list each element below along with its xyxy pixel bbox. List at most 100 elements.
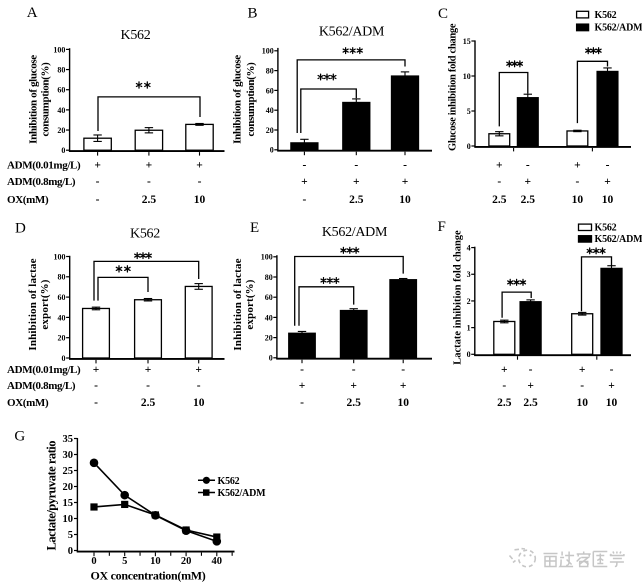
svg-text:-: - [352, 364, 356, 376]
svg-text:15: 15 [63, 498, 74, 509]
svg-text:2.5: 2.5 [349, 194, 364, 206]
svg-text:80: 80 [265, 273, 273, 282]
svg-text:-: - [497, 176, 501, 188]
svg-text:0: 0 [68, 546, 73, 557]
svg-text:-: - [302, 160, 306, 172]
svg-text:10: 10 [576, 397, 588, 409]
svg-text:export(%): export(%) [244, 279, 256, 329]
svg-text:-: - [300, 364, 304, 376]
svg-text:consumption(%): consumption(%) [40, 62, 52, 137]
svg-text:consumption(%): consumption(%) [245, 62, 257, 137]
svg-text:10: 10 [193, 397, 205, 409]
svg-text:+: + [146, 160, 153, 172]
svg-text:15: 15 [463, 37, 471, 46]
svg-text:Lactate/pyruvate ratio: Lactate/pyruvate ratio [44, 441, 58, 551]
svg-text:0: 0 [62, 354, 66, 363]
svg-text:D: D [15, 221, 26, 237]
svg-text:10: 10 [399, 194, 411, 206]
svg-text:+: + [501, 364, 508, 376]
svg-text:ADM(0.8mg/L): ADM(0.8mg/L) [7, 176, 76, 188]
svg-text:K562: K562 [595, 223, 617, 234]
svg-text:-: - [575, 176, 579, 188]
svg-text:K562: K562 [218, 476, 240, 487]
svg-text:-: - [147, 176, 151, 188]
svg-text:+: + [574, 160, 581, 172]
svg-text:60: 60 [266, 86, 274, 95]
svg-text:K562/ADM: K562/ADM [218, 488, 267, 499]
svg-text:Inhibition of glucose: Inhibition of glucose [28, 55, 40, 144]
svg-text:A: A [27, 5, 38, 21]
svg-text:10: 10 [606, 397, 618, 409]
svg-text:2.5: 2.5 [521, 194, 536, 206]
svg-text:ADM(0.8mg/L): ADM(0.8mg/L) [7, 380, 76, 392]
svg-text:-: - [146, 380, 150, 392]
svg-text:Inhibition of lactae: Inhibition of lactae [27, 258, 39, 350]
svg-text:20: 20 [266, 126, 274, 135]
svg-text:+: + [350, 380, 357, 392]
svg-text:+: + [527, 380, 534, 392]
svg-text:+: + [604, 176, 611, 188]
svg-text:Lactate inhibition fold change: Lactate inhibition fold change [453, 230, 464, 365]
svg-text:100: 100 [53, 45, 65, 54]
svg-text:80: 80 [57, 65, 65, 74]
svg-text:0: 0 [269, 354, 273, 363]
svg-text:80: 80 [266, 67, 274, 76]
svg-text:-: - [96, 194, 100, 206]
svg-text:-: - [96, 176, 100, 188]
svg-text:10: 10 [463, 72, 471, 81]
svg-text:B: B [248, 6, 258, 22]
svg-text:F: F [438, 219, 446, 235]
svg-text:-: - [302, 194, 306, 206]
svg-text:1: 1 [467, 324, 471, 333]
svg-text:K562/ADM: K562/ADM [595, 23, 642, 34]
svg-text:2.5: 2.5 [523, 397, 538, 409]
svg-text:+: + [195, 364, 202, 376]
svg-text:20: 20 [265, 334, 273, 343]
svg-text:K562: K562 [121, 28, 151, 43]
svg-text:40: 40 [265, 313, 273, 322]
svg-text:2.5: 2.5 [141, 397, 156, 409]
svg-text:60: 60 [265, 293, 273, 302]
svg-text:2.5: 2.5 [347, 397, 362, 409]
svg-text:+: + [496, 160, 503, 172]
svg-text:0: 0 [467, 350, 471, 359]
svg-text:5: 5 [467, 107, 471, 116]
svg-text:60: 60 [58, 293, 66, 302]
svg-text:10: 10 [602, 194, 614, 206]
svg-text:-: - [610, 364, 614, 376]
svg-text:40: 40 [57, 106, 65, 115]
svg-text:5: 5 [122, 556, 127, 567]
svg-text:K562/ADM: K562/ADM [322, 225, 388, 240]
svg-text:100: 100 [262, 47, 274, 56]
svg-text:+: + [400, 380, 407, 392]
svg-text:E: E [250, 220, 259, 236]
svg-text:20: 20 [58, 334, 66, 343]
svg-text:40: 40 [266, 106, 274, 115]
svg-text:K562: K562 [595, 10, 617, 21]
svg-text:-: - [529, 364, 533, 376]
svg-text:-: - [300, 397, 304, 409]
svg-text:-: - [526, 160, 530, 172]
svg-text:Inhibition of lactae: Inhibition of lactae [232, 258, 244, 350]
svg-text:2.5: 2.5 [492, 194, 507, 206]
svg-text:20: 20 [181, 556, 192, 567]
svg-text:ADM(0.01mg/L): ADM(0.01mg/L) [7, 364, 81, 376]
svg-text:+: + [525, 176, 532, 188]
svg-text:+: + [301, 176, 308, 188]
svg-text:-: - [580, 380, 584, 392]
svg-text:10: 10 [194, 194, 206, 206]
svg-text:K562/ADM: K562/ADM [319, 25, 385, 40]
svg-text:+: + [353, 176, 360, 188]
svg-text:10: 10 [572, 194, 584, 206]
svg-text:+: + [402, 176, 409, 188]
svg-text:40: 40 [58, 313, 66, 322]
svg-text:3: 3 [467, 270, 471, 279]
svg-text:10: 10 [150, 556, 161, 567]
svg-text:2.5: 2.5 [497, 397, 512, 409]
svg-text:0: 0 [61, 146, 65, 155]
svg-text:-: - [354, 160, 358, 172]
svg-text:+: + [145, 364, 152, 376]
svg-text:30: 30 [63, 450, 74, 461]
svg-text:0: 0 [270, 146, 274, 155]
svg-text:-: - [197, 380, 201, 392]
